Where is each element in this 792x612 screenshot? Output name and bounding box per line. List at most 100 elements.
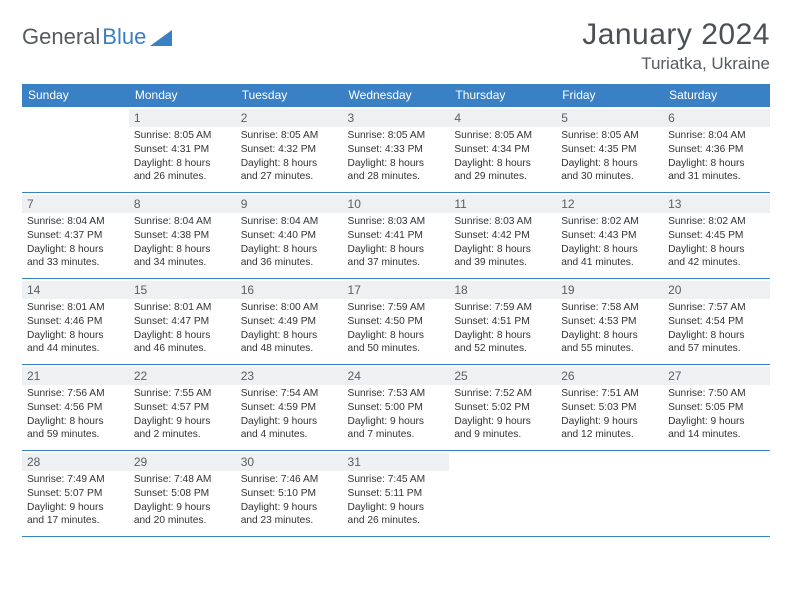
title-block: January 2024 Turiatka, Ukraine	[582, 18, 770, 74]
calendar-day-cell: 25 Sunrise: 7:52 AM Sunset: 5:02 PM Dayli…	[449, 365, 556, 451]
day-info: Sunrise: 8:05 AM Sunset: 4:34 PM Dayligh…	[454, 129, 551, 184]
logo-triangle-icon	[150, 28, 172, 46]
calendar-day-cell: 23Sunrise: 7:54 AM Sunset: 4:59 PM Dayli…	[236, 365, 343, 451]
weekday-header: Wednesday	[343, 84, 450, 107]
day-info: Sunrise: 7:54 AM Sunset: 4:59 PM Dayligh…	[241, 387, 338, 442]
calendar-day-cell: 9 Sunrise: 8:04 AM Sunset: 4:40 PM Daylig…	[236, 193, 343, 279]
weekday-header: Tuesday	[236, 84, 343, 107]
day-info: Sunrise: 7:48 AM Sunset: 5:08 PM Dayligh…	[134, 473, 231, 528]
day-info: Sunrise: 8:01 AM Sunset: 4:46 PM Dayligh…	[27, 301, 124, 356]
day-info: Sunrise: 7:55 AM Sunset: 4:57 PM Dayligh…	[134, 387, 231, 442]
day-number: 29	[129, 453, 236, 471]
day-number: 20	[663, 281, 770, 299]
day-info: Sunrise: 7:58 AM Sunset: 4:53 PM Dayligh…	[561, 301, 658, 356]
calendar-day-cell: 14 Sunrise: 8:01 AM Sunset: 4:46 PM Dayli…	[22, 279, 129, 365]
day-info: Sunrise: 7:52 AM Sunset: 5:02 PM Dayligh…	[454, 387, 551, 442]
day-number: 18	[449, 281, 556, 299]
calendar-week-row: 7Sunrise: 8:04 AM Sunset: 4:37 PM Daylig…	[22, 193, 770, 279]
calendar-day-cell: 19 Sunrise: 7:58 AM Sunset: 4:53 PM Dayli…	[556, 279, 663, 365]
calendar-day-cell: 10Sunrise: 8:03 AM Sunset: 4:41 PM Dayli…	[343, 193, 450, 279]
day-number: 2	[236, 109, 343, 127]
day-number: 16	[236, 281, 343, 299]
calendar-day-cell	[449, 451, 556, 537]
day-info: Sunrise: 7:50 AM Sunset: 5:05 PM Dayligh…	[668, 387, 765, 442]
day-info: Sunrise: 8:04 AM Sunset: 4:40 PM Dayligh…	[241, 215, 338, 270]
day-number: 31	[343, 453, 450, 471]
calendar-page: GeneralBlue January 2024 Turiatka, Ukrai…	[0, 0, 792, 547]
day-number: 26	[556, 367, 663, 385]
calendar-body: 1Sunrise: 8:05 AM Sunset: 4:31 PM Daylig…	[22, 107, 770, 537]
calendar-day-cell: 24Sunrise: 7:53 AM Sunset: 5:00 PM Dayli…	[343, 365, 450, 451]
day-info: Sunrise: 8:03 AM Sunset: 4:42 PM Dayligh…	[454, 215, 551, 270]
day-number: 13	[663, 195, 770, 213]
day-info: Sunrise: 7:46 AM Sunset: 5:10 PM Dayligh…	[241, 473, 338, 528]
day-number: 22	[129, 367, 236, 385]
day-info: Sunrise: 8:03 AM Sunset: 4:41 PM Dayligh…	[348, 215, 445, 270]
location-label: Turiatka, Ukraine	[582, 54, 770, 74]
calendar-day-cell: 21 Sunrise: 7:56 AM Sunset: 4:56 PM Dayli…	[22, 365, 129, 451]
calendar-week-row: 1Sunrise: 8:05 AM Sunset: 4:31 PM Daylig…	[22, 107, 770, 193]
calendar-day-cell: 6 Sunrise: 8:04 AM Sunset: 4:36 PM Daylig…	[663, 107, 770, 193]
calendar-day-cell: 17Sunrise: 7:59 AM Sunset: 4:50 PM Dayli…	[343, 279, 450, 365]
day-info: Sunrise: 8:00 AM Sunset: 4:49 PM Dayligh…	[241, 301, 338, 356]
day-number: 3	[343, 109, 450, 127]
calendar-day-cell: 31 Sunrise: 7:45 AM Sunset: 5:11 PM Dayli…	[343, 451, 450, 537]
day-number: 8	[129, 195, 236, 213]
day-number: 21	[22, 367, 129, 385]
day-info: Sunrise: 8:05 AM Sunset: 4:35 PM Dayligh…	[561, 129, 658, 184]
weekday-header: Thursday	[449, 84, 556, 107]
calendar-day-cell: 12Sunrise: 8:02 AM Sunset: 4:43 PM Dayli…	[556, 193, 663, 279]
weekday-header: Friday	[556, 84, 663, 107]
weekday-header: Monday	[129, 84, 236, 107]
day-number: 11	[449, 195, 556, 213]
day-number: 5	[556, 109, 663, 127]
day-number: 19	[556, 281, 663, 299]
day-info: Sunrise: 7:53 AM Sunset: 5:00 PM Dayligh…	[348, 387, 445, 442]
weekday-header-row: Sunday Monday Tuesday Wednesday Thursday…	[22, 84, 770, 107]
day-number: 30	[236, 453, 343, 471]
weekday-header: Saturday	[663, 84, 770, 107]
weekday-header: Sunday	[22, 84, 129, 107]
day-number: 6	[663, 109, 770, 127]
calendar-day-cell: 2Sunrise: 8:05 AM Sunset: 4:32 PM Daylig…	[236, 107, 343, 193]
calendar-day-cell: 11 Sunrise: 8:03 AM Sunset: 4:42 PM Dayli…	[449, 193, 556, 279]
logo-text-2: Blue	[102, 24, 146, 50]
day-info: Sunrise: 7:59 AM Sunset: 4:51 PM Dayligh…	[454, 301, 551, 356]
calendar-day-cell: 8Sunrise: 8:04 AM Sunset: 4:38 PM Daylig…	[129, 193, 236, 279]
calendar-day-cell: 26 Sunrise: 7:51 AM Sunset: 5:03 PM Dayli…	[556, 365, 663, 451]
day-info: Sunrise: 8:05 AM Sunset: 4:31 PM Dayligh…	[134, 129, 231, 184]
day-info: Sunrise: 7:45 AM Sunset: 5:11 PM Dayligh…	[348, 473, 445, 528]
month-title: January 2024	[582, 18, 770, 52]
day-info: Sunrise: 8:04 AM Sunset: 4:36 PM Dayligh…	[668, 129, 765, 184]
calendar-day-cell: 16 Sunrise: 8:00 AM Sunset: 4:49 PM Dayli…	[236, 279, 343, 365]
day-number: 15	[129, 281, 236, 299]
calendar-day-cell: 15 Sunrise: 8:01 AM Sunset: 4:47 PM Dayli…	[129, 279, 236, 365]
calendar-week-row: 21 Sunrise: 7:56 AM Sunset: 4:56 PM Dayli…	[22, 365, 770, 451]
day-info: Sunrise: 8:05 AM Sunset: 4:33 PM Dayligh…	[348, 129, 445, 184]
page-header: GeneralBlue January 2024 Turiatka, Ukrai…	[22, 18, 770, 74]
day-info: Sunrise: 8:02 AM Sunset: 4:43 PM Dayligh…	[561, 215, 658, 270]
day-info: Sunrise: 7:59 AM Sunset: 4:50 PM Dayligh…	[348, 301, 445, 356]
calendar-day-cell: 1Sunrise: 8:05 AM Sunset: 4:31 PM Daylig…	[129, 107, 236, 193]
calendar-day-cell: 13Sunrise: 8:02 AM Sunset: 4:45 PM Dayli…	[663, 193, 770, 279]
calendar-day-cell: 28Sunrise: 7:49 AM Sunset: 5:07 PM Dayli…	[22, 451, 129, 537]
calendar-day-cell	[22, 107, 129, 193]
day-number: 9	[236, 195, 343, 213]
day-info: Sunrise: 7:56 AM Sunset: 4:56 PM Dayligh…	[27, 387, 124, 442]
day-number: 7	[22, 195, 129, 213]
calendar-day-cell: 27Sunrise: 7:50 AM Sunset: 5:05 PM Dayli…	[663, 365, 770, 451]
calendar-day-cell: 5 Sunrise: 8:05 AM Sunset: 4:35 PM Daylig…	[556, 107, 663, 193]
calendar-day-cell	[556, 451, 663, 537]
calendar-day-cell	[663, 451, 770, 537]
day-info: Sunrise: 8:01 AM Sunset: 4:47 PM Dayligh…	[134, 301, 231, 356]
day-number: 14	[22, 281, 129, 299]
calendar-day-cell: 3 Sunrise: 8:05 AM Sunset: 4:33 PM Daylig…	[343, 107, 450, 193]
day-number: 4	[449, 109, 556, 127]
calendar-week-row: 28Sunrise: 7:49 AM Sunset: 5:07 PM Dayli…	[22, 451, 770, 537]
day-info: Sunrise: 7:57 AM Sunset: 4:54 PM Dayligh…	[668, 301, 765, 356]
calendar-day-cell: 22 Sunrise: 7:55 AM Sunset: 4:57 PM Dayli…	[129, 365, 236, 451]
day-number: 25	[449, 367, 556, 385]
logo: GeneralBlue	[22, 18, 172, 50]
calendar-day-cell: 30 Sunrise: 7:46 AM Sunset: 5:10 PM Dayli…	[236, 451, 343, 537]
day-info: Sunrise: 7:51 AM Sunset: 5:03 PM Dayligh…	[561, 387, 658, 442]
